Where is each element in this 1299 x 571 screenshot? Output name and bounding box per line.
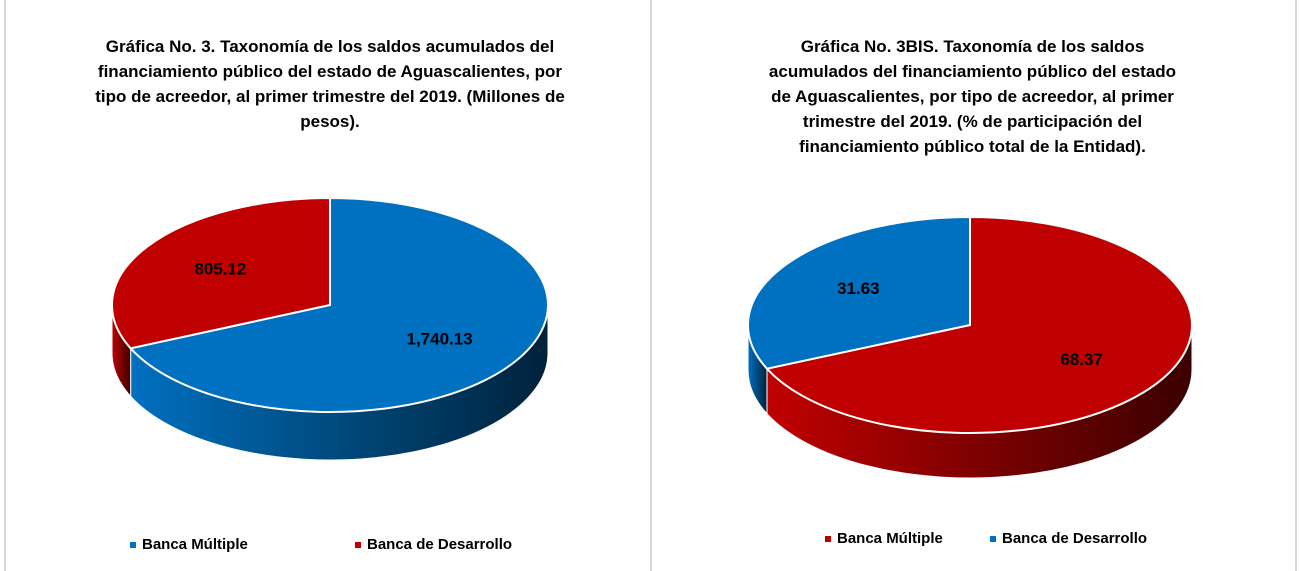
data-label: 68.37 <box>1060 350 1103 369</box>
pie-slice <box>747 215 971 370</box>
data-label: 31.63 <box>837 279 880 298</box>
chart-title: Gráfica No. 3. Taxonomía de los saldos a… <box>95 37 565 131</box>
chart-panel <box>652 0 1297 571</box>
data-label: 1,740.13 <box>407 330 473 349</box>
pie-slice <box>128 196 549 413</box>
data-label: 805.12 <box>194 259 246 278</box>
pie-slice <box>765 215 1193 434</box>
legend-marker <box>130 542 136 548</box>
chart-title: Gráfica No. 3BIS. Taxonomía de los saldo… <box>768 37 1177 156</box>
legend-label: Banca de Desarrollo <box>367 536 512 553</box>
legend-marker <box>825 536 831 542</box>
legend-label: Banca Múltiple <box>837 530 943 547</box>
legend-label: Banca de Desarrollo <box>1002 530 1147 547</box>
legend-marker <box>990 536 996 542</box>
legend-label: Banca Múltiple <box>142 536 248 553</box>
legend-marker <box>355 542 361 548</box>
pie-slice <box>111 196 331 350</box>
chart-panel <box>4 0 652 571</box>
